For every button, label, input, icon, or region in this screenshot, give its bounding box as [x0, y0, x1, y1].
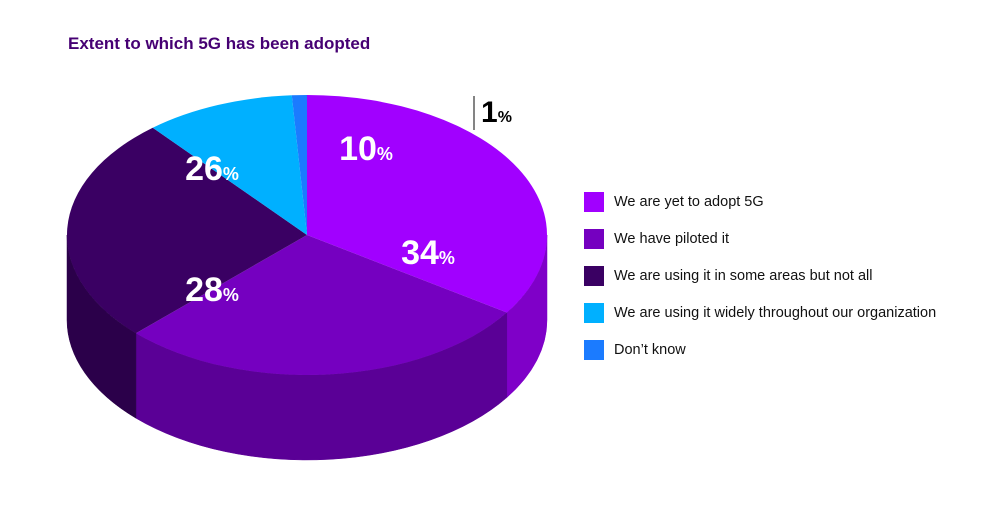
legend-label-2: We are using it in some areas but not al… — [614, 268, 873, 284]
pie-value-labels: 34% 28% 26% 10% 1% — [185, 96, 512, 309]
pie-label-4: 1% — [481, 96, 512, 129]
legend-swatch-4 — [584, 340, 604, 360]
legend: We are yet to adopt 5G We have piloted it… — [584, 192, 936, 377]
pie-slice-4 — [291, 95, 307, 235]
legend-label-4: Don’t know — [614, 342, 686, 358]
legend-swatch-3 — [584, 303, 604, 323]
legend-label-0: We are yet to adopt 5G — [614, 194, 764, 210]
legend-label-1: We have piloted it — [614, 231, 729, 247]
legend-item-0: We are yet to adopt 5G — [584, 192, 936, 212]
pie-label-3: 10% — [339, 130, 393, 168]
legend-item-1: We have piloted it — [584, 229, 936, 249]
legend-item-2: We are using it in some areas but not al… — [584, 266, 936, 286]
pie-slice-2 — [66, 127, 307, 334]
legend-label-3: We are using it widely throughout our or… — [614, 305, 937, 321]
pie-slice-1 — [135, 235, 507, 375]
chart-title: Extent to which 5G has been adopted — [68, 34, 371, 53]
legend-swatch-1 — [584, 229, 604, 249]
legend-item-4: Don’t know — [584, 340, 936, 360]
pie-top-slices — [66, 95, 548, 375]
pie-label-2: 26% — [185, 150, 239, 188]
pie-label-1: 28% — [185, 271, 239, 309]
pie-slice-0 — [307, 95, 548, 313]
legend-item-3: We are using it widely throughout our or… — [584, 303, 936, 323]
pie-slice-3 — [152, 95, 307, 236]
legend-swatch-0 — [584, 192, 604, 212]
legend-swatch-2 — [584, 266, 604, 286]
pie-label-0: 34% — [401, 234, 455, 272]
